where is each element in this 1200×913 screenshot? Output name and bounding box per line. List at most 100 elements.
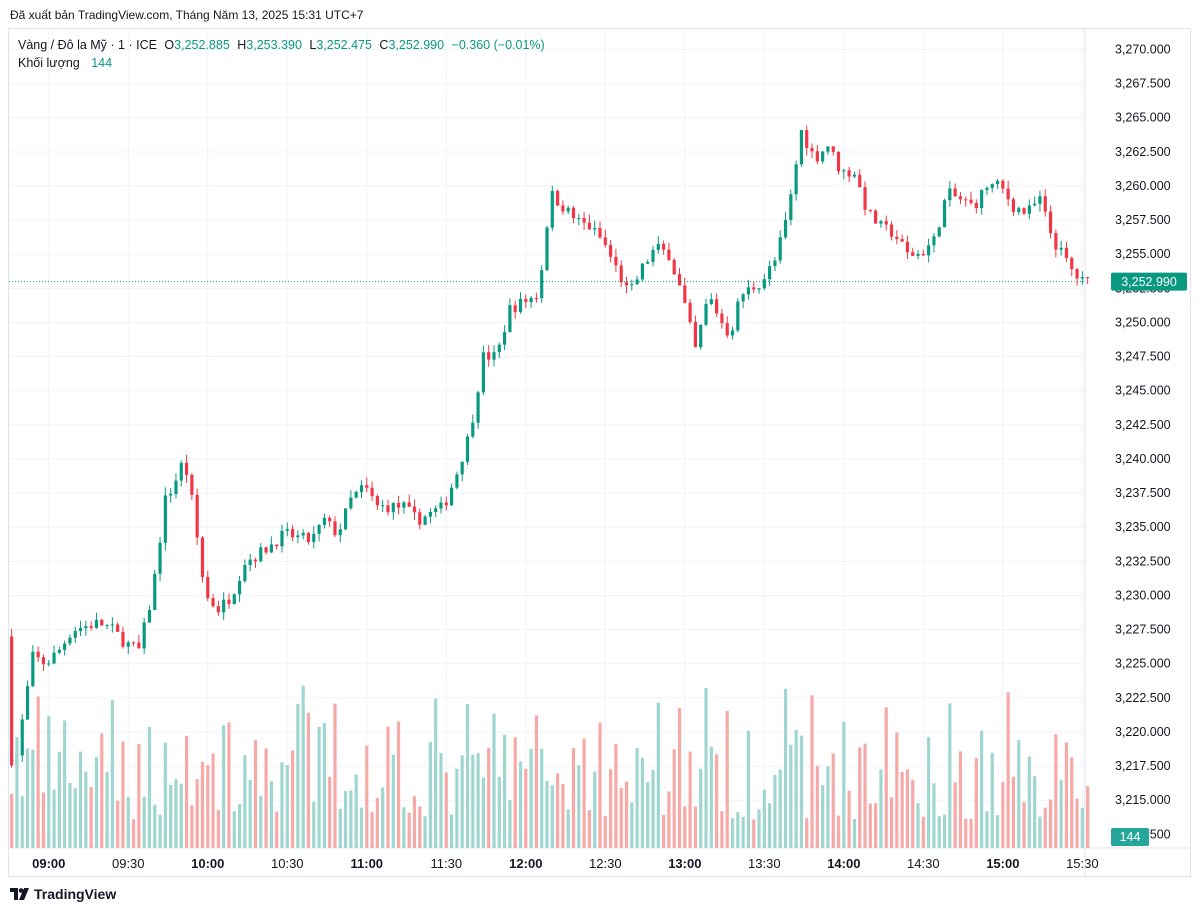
candle-body: [184, 462, 189, 475]
volume-bar: [980, 730, 984, 848]
candle-body: [640, 263, 644, 280]
volume-bar: [163, 742, 167, 848]
candle-body: [290, 529, 295, 538]
candle-body: [958, 196, 963, 200]
volume-bar: [227, 722, 231, 848]
volume-bar: [264, 748, 268, 848]
candle-body: [746, 287, 751, 295]
volume-bar: [280, 762, 284, 848]
volume-bar: [206, 765, 210, 848]
candle-body: [396, 503, 401, 508]
candle-body: [195, 494, 199, 538]
candle-body: [84, 626, 88, 629]
candle-body: [306, 532, 311, 542]
candle-body: [200, 537, 205, 578]
candle-body: [603, 237, 607, 246]
candle-body: [874, 210, 878, 224]
volume-bar: [911, 779, 915, 848]
volume-bar: [768, 803, 772, 848]
candle-body: [534, 297, 538, 299]
candle-body: [974, 203, 978, 209]
volume-bar: [773, 774, 777, 848]
x-tick-label: 10:30: [271, 856, 304, 871]
volume-bar: [688, 751, 692, 848]
candle-body: [805, 130, 809, 149]
candle-body: [895, 236, 899, 240]
candle-body: [794, 164, 798, 195]
y-tick-label: 3,237.500: [1115, 486, 1171, 500]
candle-body: [545, 227, 549, 271]
candle-body: [566, 207, 570, 212]
volume-bar: [614, 744, 618, 848]
candle-body: [619, 265, 623, 283]
candle-body: [561, 205, 565, 212]
candle-body: [730, 330, 735, 336]
candle-body: [503, 332, 507, 345]
candle-body: [683, 285, 687, 303]
candle-body: [810, 148, 814, 152]
candle-body: [312, 533, 316, 542]
volume-bar: [635, 748, 639, 848]
last-price-badge: [1111, 272, 1187, 291]
candle-body: [216, 606, 220, 613]
chart-frame[interactable]: [8, 28, 1191, 877]
candle-body: [672, 260, 676, 275]
volume-bar: [412, 796, 417, 848]
candle-body: [471, 422, 475, 437]
volume-bar: [89, 787, 93, 848]
volume-bar: [317, 726, 321, 848]
x-tick-label: 11:00: [351, 856, 384, 871]
y-tick-label: 3,225.000: [1115, 657, 1171, 671]
volume-bar: [333, 703, 337, 848]
volume-bar: [863, 743, 867, 848]
candle-body: [704, 303, 708, 325]
volume-bar: [243, 755, 247, 848]
footer-brand-label: TradingView: [34, 886, 117, 902]
volume-bar: [1011, 776, 1016, 848]
candle-body: [741, 294, 745, 302]
candle-body: [550, 190, 554, 228]
candle-body: [126, 642, 130, 647]
volume-bar: [312, 801, 316, 848]
candle-body: [1043, 196, 1047, 212]
candle-body: [105, 625, 109, 627]
candle-body: [831, 146, 835, 153]
candle-body: [688, 302, 692, 322]
candle-body: [121, 631, 125, 647]
candle-body: [190, 474, 194, 495]
candle-body: [577, 217, 581, 219]
candle-body: [932, 236, 936, 246]
volume-bar: [990, 752, 994, 848]
candle-body: [614, 256, 618, 266]
candle-body: [651, 249, 655, 262]
volume-bar: [190, 805, 194, 848]
candle-body: [25, 686, 30, 720]
candle-body: [31, 651, 35, 687]
volume-bar: [386, 726, 390, 848]
volume-bar: [1086, 786, 1090, 848]
volume-bar: [640, 757, 644, 848]
candle-body: [412, 506, 417, 513]
candle-body: [264, 547, 268, 553]
y-tick-label: 3,260.000: [1115, 179, 1171, 193]
volume-bar: [195, 779, 199, 848]
y-tick-label: 3,270.000: [1115, 42, 1171, 56]
volume-bar: [460, 755, 464, 848]
candle-body: [693, 321, 698, 348]
volume-bar: [1001, 782, 1005, 848]
volume-bar: [704, 687, 708, 848]
candle-body: [953, 188, 957, 197]
candle-body: [646, 261, 650, 264]
footer-brand[interactable]: TradingView: [10, 886, 116, 902]
volume-bar: [762, 789, 766, 848]
volume-bar: [1006, 692, 1010, 848]
volume-bar: [725, 710, 729, 848]
last-price-label: 3,252.990: [1121, 275, 1177, 289]
x-tick-label: 15:30: [1066, 856, 1099, 871]
candle-body: [699, 324, 703, 348]
volume-bar: [741, 816, 745, 848]
candle-body: [571, 207, 576, 219]
volume-bar: [852, 819, 857, 848]
candle-body: [487, 352, 491, 360]
